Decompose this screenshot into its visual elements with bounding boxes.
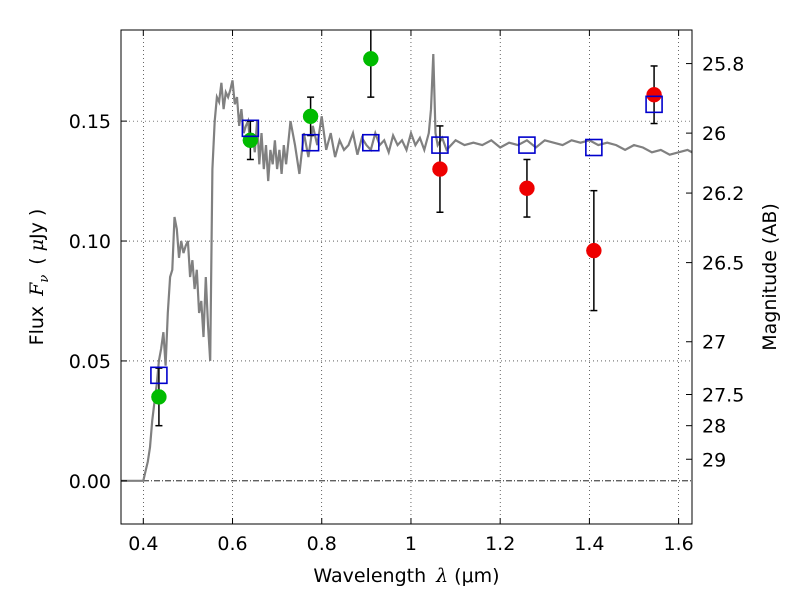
right-tick-label: 27 <box>702 332 726 354</box>
data-points <box>151 51 662 405</box>
red-data-point <box>432 161 448 177</box>
x-axis-ticks: 0.4 0.6 0.8 1 1.2 1.4 1.6 <box>128 30 694 555</box>
model-points <box>150 95 663 385</box>
x-tick-label: 1.2 <box>485 533 515 555</box>
right-tick-label: 26.2 <box>702 183 744 205</box>
plot-frame <box>120 29 693 525</box>
green-data-point <box>242 132 259 149</box>
y-tick-label: 0.10 <box>69 231 111 253</box>
x-tick-label: 1.4 <box>574 533 604 555</box>
plot-area <box>121 30 692 482</box>
model-square <box>431 136 449 154</box>
model-square <box>241 119 260 138</box>
right-tick-label: 26.5 <box>702 253 744 275</box>
x-tick-label: 1 <box>405 533 417 555</box>
right-tick-label: 28 <box>702 416 726 438</box>
model-square <box>301 133 320 152</box>
x-tick-label: 0.6 <box>217 533 247 555</box>
y-tick-label: 0.15 <box>69 111 111 133</box>
model-square <box>362 133 380 152</box>
right-axis-label: Magnitude (AB) <box>759 203 781 351</box>
x-tick-label: 0.8 <box>307 533 337 555</box>
model-square <box>150 366 168 385</box>
y-axis-ticks: 0.00 0.05 0.10 0.15 <box>69 111 127 493</box>
x-axis-label: Wavelength λ (μm) <box>313 565 499 587</box>
right-tick-label: 27.5 <box>702 385 744 407</box>
right-tick-label: 25.8 <box>702 54 744 76</box>
error-bars <box>155 30 658 427</box>
x-tick-label: 1.6 <box>664 533 694 555</box>
y-tick-label: 0.05 <box>69 351 111 373</box>
x-tick-label: 0.4 <box>128 533 158 555</box>
green-data-point <box>151 389 167 405</box>
model-square <box>585 138 603 157</box>
red-data-point <box>646 86 662 103</box>
red-data-point <box>586 242 602 259</box>
y-tick-label: 0.00 <box>69 471 111 493</box>
model-square <box>645 95 663 114</box>
green-data-point <box>363 51 379 67</box>
model-square <box>518 136 536 154</box>
right-tick-label: 26 <box>702 123 726 145</box>
y-axis-label: FluxFν(μJy ) <box>26 209 52 346</box>
right-tick-label: 29 <box>702 449 726 471</box>
right-axis-ticks: 25.8 26 26.2 26.5 27 27.5 28 29 <box>686 54 744 471</box>
red-data-point <box>519 180 535 197</box>
green-data-point <box>302 108 319 125</box>
spectrum-line <box>121 53 692 482</box>
